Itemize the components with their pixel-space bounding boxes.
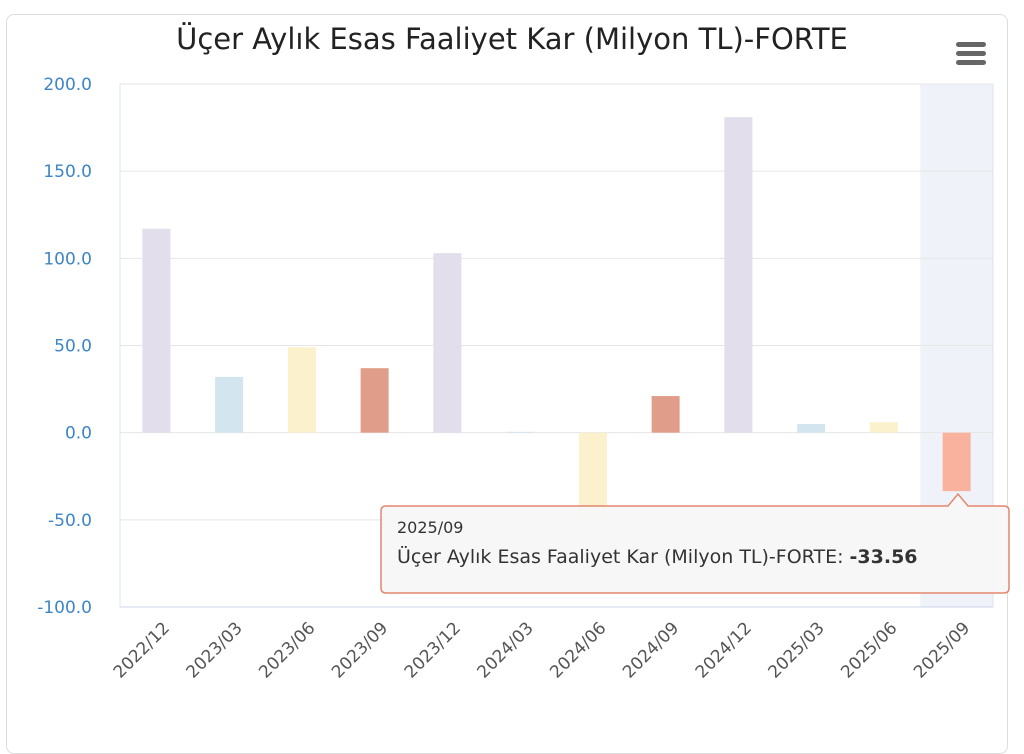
chart-title: Üçer Aylık Esas Faaliyet Kar (Milyon TL)…	[176, 22, 848, 56]
y-tick-label: 50.0	[54, 337, 92, 357]
x-tick-label: 2024/03	[474, 618, 538, 682]
bar-2023-12[interactable]	[433, 253, 462, 433]
x-tick-label: 2023/09	[328, 618, 392, 682]
bar-2025-06[interactable]	[869, 422, 898, 433]
bar-2023-03[interactable]	[215, 376, 244, 433]
bar-2024-03[interactable]	[506, 431, 535, 433]
y-tick-label: -50.0	[48, 511, 92, 531]
chart-menu-button[interactable]	[950, 36, 990, 72]
bar-2023-09[interactable]	[360, 368, 389, 433]
tooltip: 2025/09 Üçer Aylık Esas Faaliyet Kar (Mi…	[380, 492, 1010, 594]
chart-card	[6, 14, 1008, 754]
x-tick-label: 2023/06	[255, 618, 319, 682]
tooltip-box	[380, 492, 1010, 594]
y-tick-label: -100.0	[37, 598, 92, 618]
x-tick-label: 2025/09	[910, 618, 974, 682]
bar-2025-09[interactable]	[942, 432, 971, 492]
bar-2024-12[interactable]	[724, 117, 753, 433]
tooltip-series-line: Üçer Aylık Esas Faaliyet Kar (Milyon TL)…	[397, 546, 918, 568]
x-axis-labels: 2022/12 2023/03 2023/06 2023/09 2023/12 2024/…	[110, 618, 974, 682]
tooltip-value: -33.56	[849, 546, 918, 568]
x-tick-label: 2022/12	[110, 618, 174, 682]
bar-2025-03[interactable]	[797, 423, 826, 433]
x-tick-label: 2024/09	[619, 618, 683, 682]
y-tick-label: 150.0	[43, 162, 92, 182]
y-tick-label: 100.0	[43, 249, 92, 269]
bar-2024-09[interactable]	[651, 396, 680, 433]
x-tick-label: 2024/06	[546, 618, 610, 682]
hamburger-menu-icon	[956, 42, 986, 65]
y-tick-label: 200.0	[43, 75, 92, 95]
tooltip-category: 2025/09	[397, 518, 464, 537]
x-tick-label: 2023/12	[401, 618, 465, 682]
y-axis: 200.0 150.0 100.0 50.0 0.0 -50.0 -100.0	[37, 75, 92, 618]
bar-2023-06[interactable]	[287, 347, 316, 433]
bar-2022-12[interactable]	[142, 228, 171, 433]
y-tick-label: 0.0	[65, 424, 92, 444]
x-tick-label: 2024/12	[692, 618, 756, 682]
x-tick-label: 2023/03	[183, 618, 247, 682]
tooltip-series-label: Üçer Aylık Esas Faaliyet Kar (Milyon TL)…	[397, 546, 850, 568]
x-tick-label: 2025/06	[837, 618, 901, 682]
bars	[142, 117, 971, 524]
x-tick-label: 2025/03	[765, 618, 829, 682]
